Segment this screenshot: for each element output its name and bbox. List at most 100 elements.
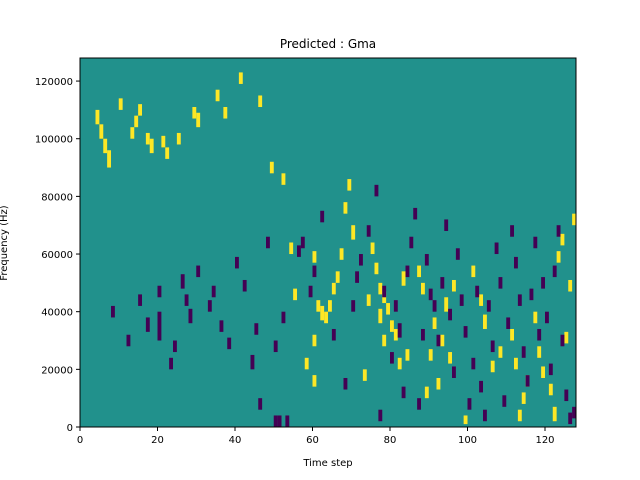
heatmap-cell-high [374, 262, 379, 275]
heatmap-cell-low [169, 357, 174, 370]
heatmap-cell-low [525, 375, 530, 387]
heatmap-cell-low [254, 323, 259, 335]
heatmap-cell-low [401, 386, 406, 399]
heatmap-cell-low [250, 354, 255, 370]
heatmap-cell-low [273, 415, 278, 427]
heatmap-cell-low [409, 236, 414, 249]
x-tick-label: 60 [306, 435, 319, 446]
y-tick-label: 0 [67, 423, 73, 434]
heatmap-cell-low [308, 285, 313, 298]
heatmap-cell-high [312, 251, 317, 263]
heatmap-cell-high [118, 98, 123, 110]
heatmap-cell-low [297, 245, 301, 257]
x-tick-label: 120 [535, 435, 554, 446]
heatmap-cell-low [359, 254, 363, 266]
heatmap-cell-high [130, 127, 135, 139]
heatmap-cell-low [421, 328, 425, 341]
heatmap-cell-low [568, 412, 573, 425]
heatmap-cell-high [378, 308, 383, 324]
heatmap-cell-low [184, 294, 189, 306]
heatmap-cell-high [351, 225, 356, 240]
heatmap-cell-low [126, 334, 131, 347]
heatmap-cell-high [428, 349, 433, 361]
heatmap-background [80, 58, 576, 427]
heatmap-cell-high [378, 282, 383, 295]
heatmap-cell-low [138, 294, 143, 306]
heatmap-cell-low [463, 326, 468, 338]
heatmap-cell-low [343, 377, 348, 390]
heatmap-cell-high [339, 248, 344, 260]
heatmap-cell-low [157, 285, 162, 298]
heatmap-cell-high [331, 282, 336, 295]
y-axis-ticks: 0 20000 40000 60000 80000 100000 120000 [35, 77, 80, 434]
heatmap-cell-high [421, 282, 425, 295]
heatmap-cell-low [300, 236, 305, 249]
heatmap-cell-low [548, 363, 553, 376]
heatmap-cell-low [564, 389, 569, 402]
heatmap-cell-low [235, 256, 239, 269]
heatmap-cell-high [343, 202, 348, 214]
heatmap-cell-low [227, 337, 232, 350]
heatmap-cell-high [258, 95, 263, 108]
heatmap-cell-high [316, 300, 321, 312]
heatmap-cell-low [188, 308, 193, 324]
heatmap-cell-low [521, 346, 526, 358]
heatmap-cell-low [506, 317, 511, 329]
heatmap-cell-low [285, 415, 290, 427]
heatmap-cell-high [390, 320, 394, 332]
heatmap-cell-low [424, 254, 429, 266]
heatmap-cell-high [463, 415, 468, 425]
heatmap-cell-high [498, 346, 503, 358]
heatmap-cell-low [355, 271, 360, 283]
heatmap-cell-high [312, 375, 317, 387]
heatmap-cell-low [552, 265, 557, 278]
heatmap-cell-high [424, 386, 429, 399]
heatmap-cell-high [436, 377, 441, 390]
heatmap-cell-high [324, 311, 329, 324]
heatmap-cell-low [413, 207, 418, 220]
y-tick-label: 120000 [35, 77, 73, 88]
x-tick-label: 0 [77, 435, 83, 446]
x-axis-ticks: 0 20 40 60 80 100 120 [77, 427, 555, 446]
heatmap-cell-low [111, 305, 115, 318]
heatmap-cell-low [145, 317, 150, 332]
heatmap-cell-low [417, 398, 422, 410]
heatmap-cell-low [479, 380, 484, 393]
heatmap-cell-low [397, 323, 402, 338]
heatmap-cell-high [176, 132, 181, 145]
heatmap-cell-low [444, 219, 449, 231]
heatmap-cell-high [145, 132, 150, 145]
heatmap-cell-high [370, 242, 375, 255]
heatmap-cell-high [533, 311, 538, 324]
heatmap-cell-low [242, 279, 247, 292]
heatmap-cell-high [432, 317, 437, 329]
heatmap-cell-low [498, 277, 503, 289]
heatmap-cell-high [397, 357, 402, 370]
heatmap-cell-high [393, 328, 398, 341]
heatmap-cell-low [351, 300, 356, 312]
heatmap-cell-high [215, 89, 220, 102]
heatmap-cell-high [514, 357, 518, 370]
heatmap-cell-high [238, 72, 243, 84]
heatmap-cell-high [560, 233, 565, 246]
heatmap-cell-low [541, 277, 546, 289]
heatmap-cell-low [490, 340, 495, 353]
heatmap-cell-low [494, 242, 499, 255]
heatmap-cell-high [138, 104, 143, 116]
heatmap-cell-high [192, 107, 197, 119]
heatmap-cell-low [448, 308, 453, 321]
heatmap-cell-low [572, 406, 577, 419]
heatmap-cell-high [479, 294, 484, 306]
heatmap-cell-low [277, 415, 282, 427]
y-tick-label: 100000 [35, 135, 73, 146]
heatmap-cell-low [483, 409, 487, 422]
heatmap-cell-high [552, 406, 557, 422]
heatmap-cell-low [258, 398, 263, 410]
y-tick-label: 20000 [41, 365, 73, 376]
heatmap-cell-low [537, 328, 542, 341]
heatmap-cell-low [514, 256, 518, 269]
heatmap-cell-low [517, 294, 522, 306]
heatmap-cell-high [521, 392, 526, 404]
heatmap-cell-high [541, 366, 546, 378]
heatmap-cell-high [556, 251, 561, 263]
